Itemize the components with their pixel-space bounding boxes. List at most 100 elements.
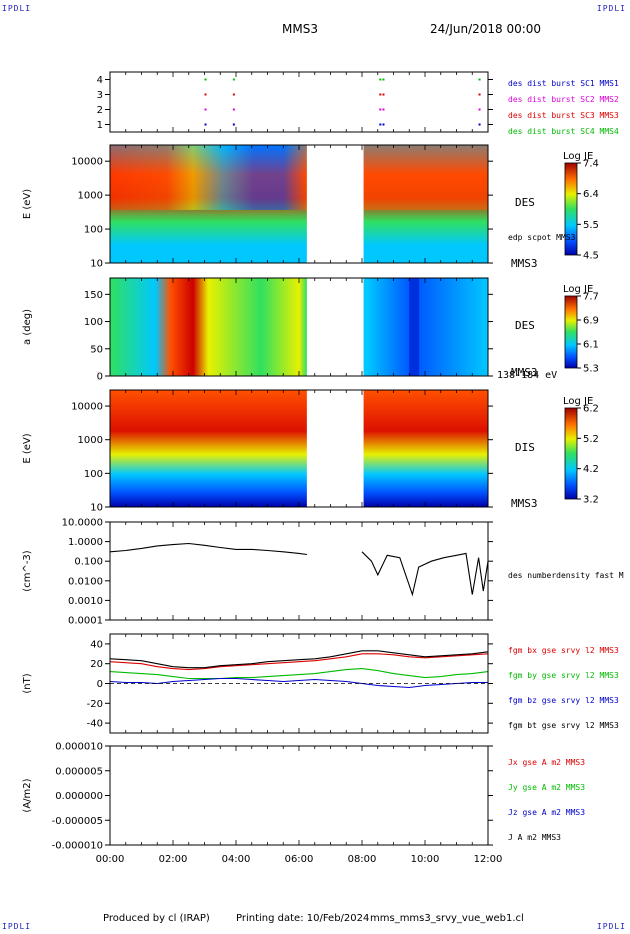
y-axis-label: E (eV) (22, 189, 33, 219)
panel-frame-4 (109, 521, 489, 621)
footer-printing-date: Printing date: 10/Feb/2024 (236, 913, 370, 924)
colorbar-title: Log JE (563, 396, 593, 407)
y-tick-label: 10.0000 (62, 518, 103, 529)
burst-mark (382, 123, 385, 126)
panel-label: DES (515, 196, 535, 209)
legend-entry-4: J A m2 MMS3 (508, 833, 561, 842)
colorbar-tick-label: 6.9 (583, 316, 599, 327)
time-tick-label: 12:00 (474, 854, 503, 865)
burst-legend-4: des dist burst SC4 MMS4 (508, 127, 619, 136)
y-tick-label: 3 (97, 90, 103, 101)
colorbar-tick-label: 6.1 (583, 340, 599, 351)
heatmap-overlay (110, 145, 488, 210)
y-tick-label: 0.0010 (68, 596, 103, 607)
y-tick-label: 0.000010 (55, 742, 103, 753)
heatmap-stripe (410, 278, 413, 376)
colorbar-tick-label: 5.2 (583, 434, 599, 445)
data-gap (306, 278, 364, 376)
y-tick-label: -0.000010 (52, 841, 103, 852)
colorbar-tick-label: 5.5 (583, 220, 599, 231)
heatmap-stripe (409, 278, 412, 376)
y-tick-label: -40 (87, 719, 103, 730)
corner-logo-br: IPDLI (596, 922, 626, 931)
panel-label-2: MMS3 (511, 497, 538, 510)
data-gap (306, 145, 364, 263)
legend-entry-3: fgm bz gse srvy l2 MMS3 (508, 696, 619, 705)
colorbar-title: Log JE (563, 151, 593, 162)
burst-mark (379, 78, 382, 81)
y-tick-label: 1000 (78, 435, 103, 446)
heatmap-des_pitch (110, 278, 488, 376)
burst-mark (379, 123, 382, 126)
y-axis-label: a (deg) (22, 309, 33, 345)
density-legend: des numberdensity fast M (508, 571, 624, 580)
burst-mark (204, 93, 207, 96)
time-tick-label: 00:00 (96, 854, 125, 865)
y-tick-label: 0.000005 (55, 766, 103, 777)
burst-legend-3: des dist burst SC3 MMS3 (508, 111, 619, 120)
data-gap (306, 390, 364, 507)
colorbar-tick-label: 4.5 (583, 251, 599, 262)
burst-mark (382, 78, 385, 81)
legend-entry-2: fgm by gse srvy l2 MMS3 (508, 671, 619, 680)
y-tick-label: 10 (90, 259, 103, 270)
corner-logo-tr: IPDLI (596, 4, 626, 13)
series-line-0 (109, 542, 489, 597)
burst-mark (478, 78, 481, 81)
time-tick-label: 06:00 (285, 854, 314, 865)
y-tick-label: 0.100 (74, 557, 103, 568)
legend-entry-3: Jz gse A m2 MMS3 (508, 808, 586, 817)
corner-logo-tl: IPDLI (2, 4, 32, 13)
y-tick-label: 0.000000 (55, 791, 103, 802)
burst-legend-1: des dist burst SC1 MMS1 (508, 79, 619, 88)
y-tick-label: 10 (90, 503, 103, 514)
heatmap-stripe (415, 278, 418, 376)
burst-mark (379, 108, 382, 111)
legend-entry-1: fgm bx gse srvy l2 MMS3 (508, 646, 619, 655)
series-line-1 (109, 668, 489, 680)
y-tick-label: 20 (90, 659, 103, 670)
burst-mark (232, 108, 235, 111)
y-tick-label: 150 (84, 290, 103, 301)
panel-label-2: edp scpot MMS3 (508, 233, 576, 242)
burst-mark (478, 123, 481, 126)
colorbar-tick-label: 6.2 (583, 404, 599, 415)
time-tick-label: 02:00 (159, 854, 188, 865)
y-tick-label: 2 (97, 105, 103, 116)
corner-logo-bl: IPDLI (2, 922, 32, 931)
burst-mark (204, 108, 207, 111)
series-line-3 (109, 650, 489, 669)
series-line-2 (109, 677, 488, 689)
panel-label-3: 138-184 eV (497, 370, 558, 381)
colorbar-tick-label: 7.4 (583, 159, 599, 170)
colorbar-tick-label: 6.4 (583, 189, 599, 200)
panel-frame-6 (109, 745, 489, 846)
burst-mark (379, 93, 382, 96)
time-tick-label: 10:00 (411, 854, 440, 865)
legend-entry-2: Jy gse A m2 MMS3 (508, 783, 586, 792)
burst-mark (232, 123, 235, 126)
burst-mark (382, 108, 385, 111)
y-tick-label: 0 (97, 372, 103, 383)
burst-legend-2: des dist burst SC2 MMS2 (508, 95, 619, 104)
y-tick-label: -0.000005 (52, 816, 103, 827)
panel-label: DIS (515, 440, 535, 454)
y-axis-label: (nT) (22, 673, 33, 693)
burst-mark (382, 93, 385, 96)
y-tick-label: 100 (84, 317, 103, 328)
y-tick-label: 10000 (71, 157, 103, 168)
burst-mark (478, 108, 481, 111)
burst-mark (204, 78, 207, 81)
panel-label-3: MMS3 (511, 257, 538, 270)
legend-entry-4: fgm bt gse srvy l2 MMS3 (508, 721, 619, 730)
y-tick-label: 1000 (78, 191, 103, 202)
colorbar-tick-label: 3.2 (583, 495, 599, 506)
y-axis-label: (cm^-3) (22, 550, 33, 591)
panel-label: DES (515, 319, 535, 332)
y-tick-label: 40 (90, 639, 103, 650)
y-tick-label: 100 (84, 225, 103, 236)
burst-mark (232, 78, 235, 81)
y-tick-label: -20 (87, 699, 103, 710)
spacecraft-title: MMS3 (282, 22, 318, 36)
